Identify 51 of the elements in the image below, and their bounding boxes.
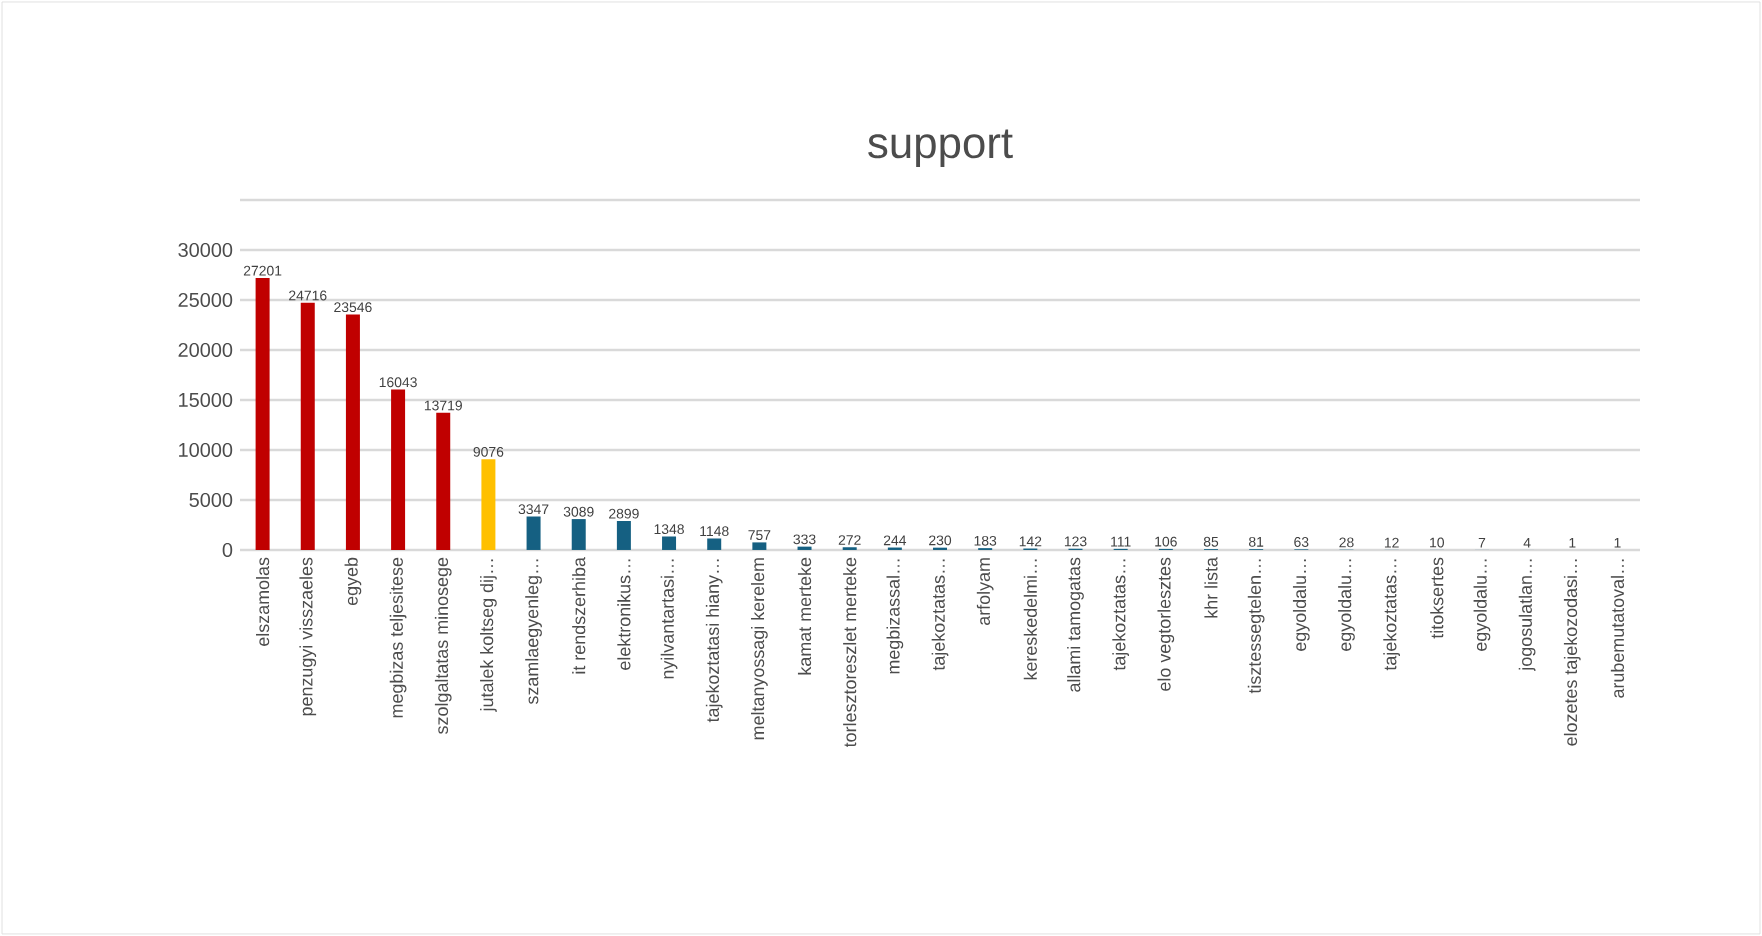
x-tick-label: arubemutatoval…: [1610, 559, 1625, 698]
y-tick-label: 25000: [178, 292, 233, 308]
x-tick-label: megbizas teljesitese: [389, 557, 407, 718]
x-tick-label: jutalek koltseg dij…: [480, 559, 497, 712]
x-tick-label: meltanyossagi kerelem: [751, 558, 768, 740]
x-tick-label: egyoldalu…: [1473, 559, 1491, 651]
x-tick-label: khr lista: [1204, 557, 1218, 618]
x-tick-label: egyoldalu…: [1292, 559, 1310, 651]
x-tick-label: tajekoztatasi hiany…: [705, 559, 723, 723]
x-tick-label: szolgaltatas minosege: [434, 557, 452, 734]
bar: [526, 516, 541, 550]
y-tick-label: 30000: [178, 242, 233, 258]
y-tick-label: 10000: [179, 442, 233, 458]
x-tick-label: elo vegtorlesztes: [1157, 557, 1175, 691]
bar: [481, 459, 496, 550]
x-tick-label: torlesztoreszlet merteke: [843, 557, 857, 748]
bar: [436, 412, 451, 550]
bar: [662, 536, 677, 550]
x-tick-label: tisztessegtelen…: [1247, 559, 1265, 694]
y-tick-label: 5000: [189, 492, 233, 508]
x-tick-label: arfolyam: [976, 558, 994, 626]
x-tick-label: allami tamogatas: [1067, 557, 1084, 692]
x-tick-label: elszamolas: [256, 557, 270, 646]
bar: [255, 277, 270, 550]
x-tick-label: it rendszerhiba: [572, 557, 586, 674]
x-tick-label: egyoldalu…: [1338, 559, 1355, 651]
chart-title: support: [868, 129, 1013, 167]
x-tick-label: titoksertes: [1430, 557, 1444, 639]
x-tick-label: szamlaegyenleg…: [525, 559, 542, 705]
y-tick-label: 20000: [178, 342, 233, 358]
bar: [616, 520, 631, 550]
x-tick-label: megbizassal…: [886, 559, 904, 674]
x-tick-label: tajekoztatas…: [1112, 559, 1130, 671]
x-tick-label: elozetes tajekozodasi…: [1563, 559, 1581, 746]
bar: [345, 314, 360, 550]
bar: [300, 302, 315, 550]
bar: [707, 538, 722, 550]
x-tick-label: kamat merteke: [797, 557, 812, 675]
x-tick-label: kereskedelmi…: [1023, 559, 1037, 680]
y-tick-label: 15000: [179, 392, 233, 408]
x-tick-label: elektronikus…: [617, 559, 631, 670]
x-tick-label: penzugyi visszaeles: [299, 557, 317, 716]
bar: [571, 519, 586, 550]
bar: [391, 389, 406, 550]
x-tick-label: tajekoztatas…: [1383, 559, 1400, 671]
bar: [752, 542, 767, 550]
x-tick-label: jogosulatlan…: [1518, 559, 1536, 672]
x-tick-label: nyilvantartasi…: [660, 559, 678, 679]
y-tick-label: 0: [222, 542, 233, 558]
x-tick-label: tajekoztatas…: [931, 559, 949, 671]
x-tick-label: egyeb: [344, 557, 362, 606]
